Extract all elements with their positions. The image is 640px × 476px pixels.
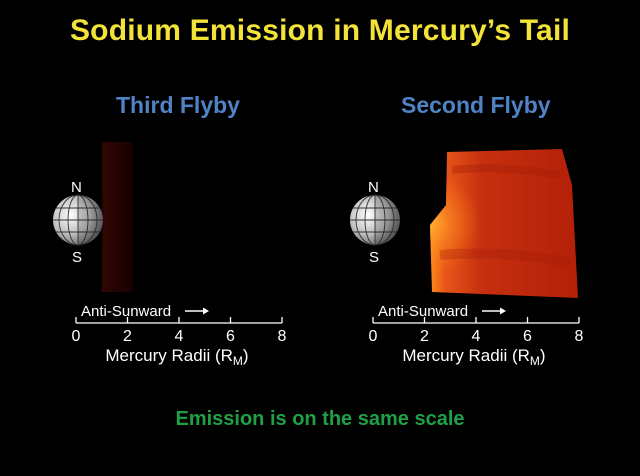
emission-region-second [430, 149, 578, 298]
footer-note: Emission is on the same scale [175, 408, 465, 430]
x-tick-label: 6 [523, 328, 532, 345]
x-tick-label: 8 [278, 328, 287, 345]
x-tick-label: 4 [175, 328, 184, 345]
x-tick-label: 0 [369, 328, 378, 345]
south-label: S [369, 249, 379, 266]
panel-title-second-flyby: Second Flyby [401, 92, 551, 118]
panel-title-third-flyby: Third Flyby [116, 92, 240, 118]
page-title: Sodium Emission in Mercury’s Tail [69, 14, 571, 47]
north-label: N [368, 179, 379, 196]
arrow-right-icon [482, 307, 506, 315]
panel-second-flyby: N S Anti-Sunward 0 2 4 6 8 Mercury Radii (RM… [350, 149, 584, 368]
mercury-planet-icon [350, 194, 401, 246]
panel-third-flyby: N S Anti-Sunward 0 2 4 6 8 Mercury Radii (RM… [53, 142, 287, 368]
x-tick-label: 0 [72, 328, 81, 345]
x-tick-label: 2 [123, 328, 132, 345]
emission-region-third [101, 142, 133, 292]
anti-sunward-label: Anti-Sunward [81, 303, 171, 320]
x-axis-label: Mercury Radii (RM) [402, 346, 545, 368]
south-label: S [72, 249, 82, 266]
x-tick-label: 2 [420, 328, 429, 345]
x-tick-label: 6 [226, 328, 235, 345]
arrow-right-icon [185, 307, 209, 315]
x-axis-label: Mercury Radii (RM) [105, 346, 248, 368]
mercury-planet-icon [53, 194, 104, 246]
x-tick-label: 4 [472, 328, 481, 345]
x-tick-label: 8 [575, 328, 584, 345]
north-label: N [71, 179, 82, 196]
anti-sunward-label: Anti-Sunward [378, 303, 468, 320]
